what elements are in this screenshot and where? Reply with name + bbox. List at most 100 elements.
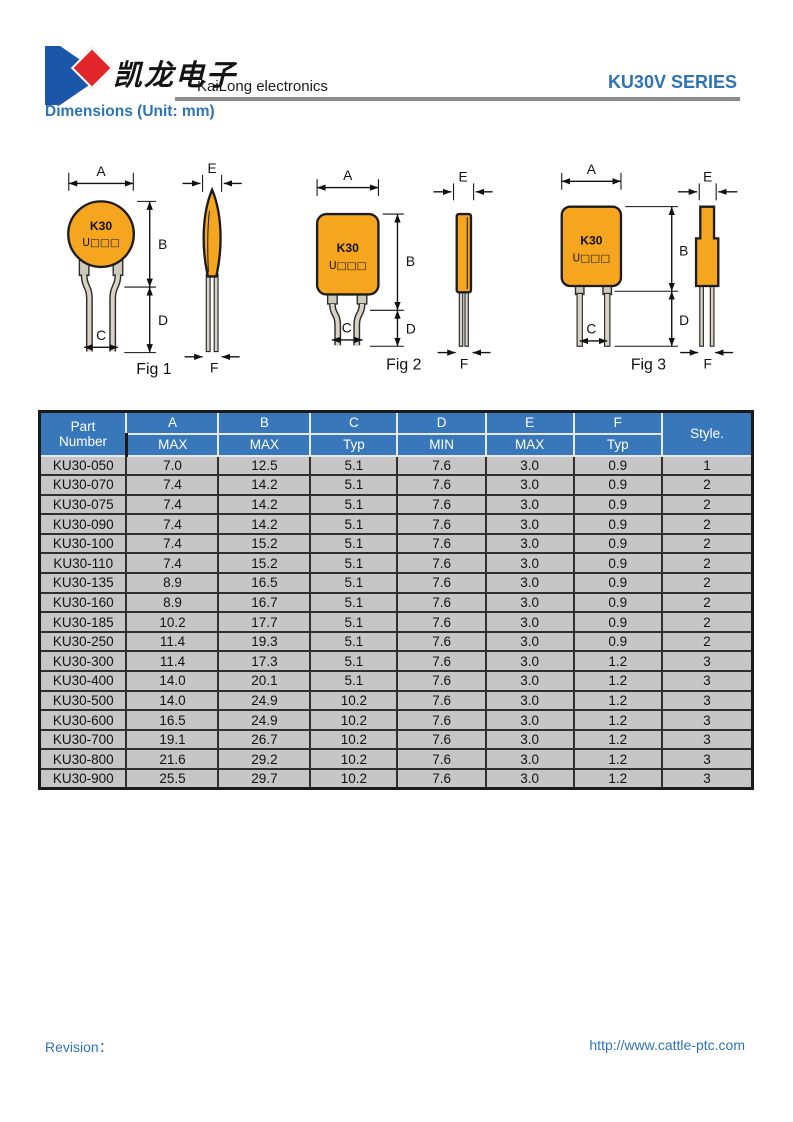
col-header-e: E <box>484 410 575 435</box>
figure-1: A K30 U□□□ B D <box>48 158 244 378</box>
cell-d: 7.6 <box>396 689 487 712</box>
cell-style: 2 <box>660 532 754 555</box>
cell-c: 5.1 <box>309 630 399 653</box>
cell-part-number: KU30-250 <box>38 630 128 653</box>
svg-text:F: F <box>703 356 711 371</box>
cell-style: 2 <box>660 474 754 496</box>
cell-a: 14.0 <box>125 670 220 692</box>
svg-text:E: E <box>208 161 217 176</box>
cell-d: 7.6 <box>396 493 487 516</box>
cell-style: 2 <box>660 493 754 516</box>
cell-b: 20.1 <box>217 670 312 692</box>
svg-text:E: E <box>458 169 467 184</box>
cell-part-number: KU30-185 <box>38 611 128 633</box>
cell-b: 24.9 <box>217 709 312 731</box>
cell-b: 14.2 <box>217 513 312 535</box>
cell-e: 3.0 <box>484 728 575 751</box>
col-header-b: B <box>217 410 312 435</box>
svg-text:K30: K30 <box>90 219 113 233</box>
cell-d: 7.6 <box>396 572 487 594</box>
cell-e: 3.0 <box>484 709 575 731</box>
cell-style: 3 <box>660 689 754 712</box>
cell-e: 3.0 <box>484 532 575 555</box>
cell-d: 7.6 <box>396 768 487 791</box>
svg-text:F: F <box>210 361 218 376</box>
figure-2: A K30 U□□□ B D <box>300 158 496 378</box>
dimensions-table: Part Number A B C D E F Style. MAX MAX T… <box>38 410 754 791</box>
svg-text:U□□□: U□□□ <box>82 237 120 249</box>
cell-part-number: KU30-500 <box>38 689 128 712</box>
cell-b: 16.7 <box>217 591 312 614</box>
svg-text:Fig 2: Fig 2 <box>386 357 421 374</box>
website-link[interactable]: http://www.cattle-ptc.com <box>589 1037 745 1053</box>
cell-part-number: KU30-050 <box>38 454 128 477</box>
svg-text:D: D <box>679 313 689 328</box>
cell-d: 7.6 <box>396 748 487 770</box>
cell-style: 3 <box>660 709 754 731</box>
col-qualifier-b: MAX <box>217 432 312 457</box>
cell-f: 0.9 <box>572 552 663 575</box>
cell-a: 10.2 <box>125 611 220 633</box>
cell-e: 3.0 <box>484 611 575 633</box>
cell-c: 10.2 <box>309 768 399 791</box>
svg-text:K30: K30 <box>336 241 359 255</box>
table-row: KU30-900 25.5 29.7 10.2 7.6 3.0 1.2 3 <box>38 768 754 791</box>
svg-text:B: B <box>405 254 414 269</box>
cell-a: 21.6 <box>125 748 220 770</box>
cell-part-number: KU30-800 <box>38 748 128 770</box>
svg-text:K30: K30 <box>580 234 603 248</box>
cell-c: 5.1 <box>309 552 399 575</box>
table-row: KU30-185 10.2 17.7 5.1 7.6 3.0 0.9 2 <box>38 611 754 633</box>
table-row: KU30-250 11.4 19.3 5.1 7.6 3.0 0.9 2 <box>38 630 754 653</box>
cell-d: 7.6 <box>396 611 487 633</box>
cell-a: 7.4 <box>125 552 220 575</box>
cell-part-number: KU30-300 <box>38 650 128 673</box>
cell-style: 2 <box>660 552 754 575</box>
cell-c: 5.1 <box>309 513 399 535</box>
figure-1-drawing: A K30 U□□□ B D <box>67 161 242 378</box>
table-header: Part Number A B C D E F Style. MAX MAX T… <box>38 410 754 457</box>
cell-b: 12.5 <box>217 454 312 477</box>
company-logo <box>45 46 114 105</box>
table-row: KU30-600 16.5 24.9 10.2 7.6 3.0 1.2 3 <box>38 709 754 731</box>
cell-part-number: KU30-900 <box>38 768 128 791</box>
company-name-english: KaiLong electronics <box>197 78 328 95</box>
cell-f: 1.2 <box>572 748 663 770</box>
table-row: KU30-050 7.0 12.5 5.1 7.6 3.0 0.9 1 <box>38 454 754 477</box>
cell-part-number: KU30-110 <box>38 552 128 575</box>
cell-part-number: KU30-090 <box>38 513 128 535</box>
col-header-d: D <box>396 410 487 435</box>
cell-b: 19.3 <box>217 630 312 653</box>
cell-d: 7.6 <box>396 474 487 496</box>
cell-f: 1.2 <box>572 728 663 751</box>
cell-f: 0.9 <box>572 591 663 614</box>
cell-f: 1.2 <box>572 709 663 731</box>
table-row: KU30-135 8.9 16.5 5.1 7.6 3.0 0.9 2 <box>38 572 754 594</box>
cell-a: 16.5 <box>125 709 220 731</box>
cell-b: 24.9 <box>217 689 312 712</box>
svg-text:A: A <box>343 168 353 183</box>
cell-style: 2 <box>660 630 754 653</box>
cell-style: 3 <box>660 728 754 751</box>
cell-style: 2 <box>660 572 754 594</box>
cell-b: 16.5 <box>217 572 312 594</box>
cell-style: 3 <box>660 748 754 770</box>
cell-f: 1.2 <box>572 768 663 791</box>
cell-a: 14.0 <box>125 689 220 712</box>
cell-e: 3.0 <box>484 650 575 673</box>
cell-d: 7.6 <box>396 650 487 673</box>
svg-text:Fig 3: Fig 3 <box>631 357 666 374</box>
table-body: KU30-050 7.0 12.5 5.1 7.6 3.0 0.9 1 KU30… <box>38 454 754 791</box>
cell-style: 2 <box>660 591 754 614</box>
table-row: KU30-110 7.4 15.2 5.1 7.6 3.0 0.9 2 <box>38 552 754 575</box>
cell-style: 2 <box>660 611 754 633</box>
cell-c: 10.2 <box>309 728 399 751</box>
cell-e: 3.0 <box>484 768 575 791</box>
cell-b: 15.2 <box>217 552 312 575</box>
cell-d: 7.6 <box>396 728 487 751</box>
cell-b: 29.7 <box>217 768 312 791</box>
col-header-f: F <box>572 410 663 435</box>
cell-f: 0.9 <box>572 454 663 477</box>
cell-f: 0.9 <box>572 630 663 653</box>
